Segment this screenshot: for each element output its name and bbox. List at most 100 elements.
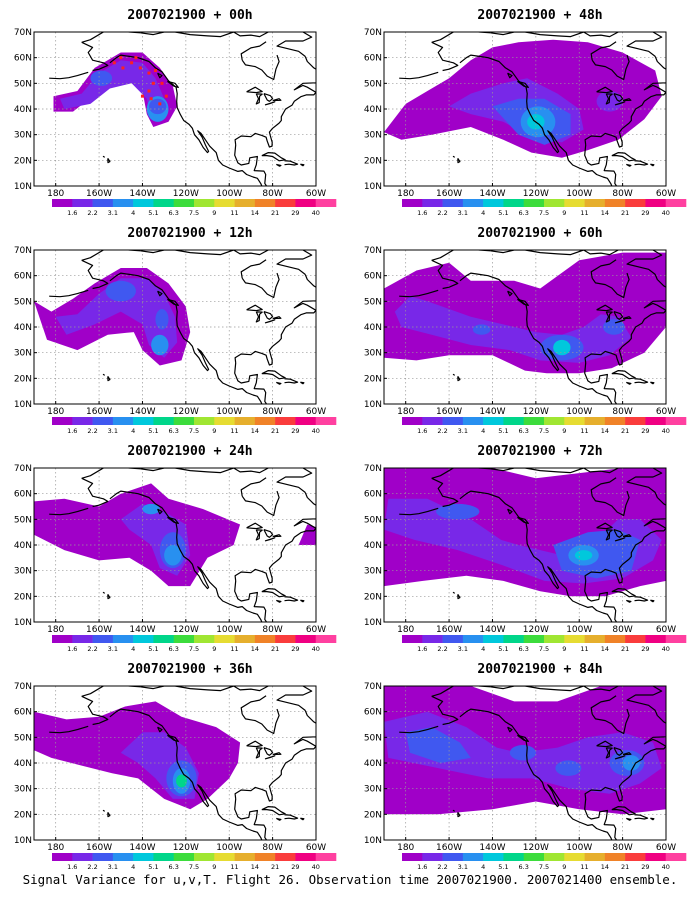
- colorbar-swatch: [462, 417, 484, 425]
- variance-contour: [176, 774, 187, 788]
- colorbar-swatch: [194, 199, 215, 207]
- lon-label: 140W: [479, 843, 505, 853]
- variance-map: 70N 60N 50N 40N 30N 20N 10N 180 160W 140W 120W 100W…: [364, 28, 676, 199]
- lat-label: 50N: [364, 515, 382, 525]
- colorbar-swatch: [625, 417, 646, 425]
- variance-contour: [142, 503, 160, 515]
- colorbar-swatch: [544, 199, 565, 207]
- panel-title: 2007021900 + 36h: [127, 662, 253, 677]
- colorbar-level: 2.2: [87, 209, 97, 217]
- colorbar-swatch: [234, 853, 256, 861]
- colorbar-swatch: [402, 417, 423, 425]
- lon-label: 140W: [479, 189, 505, 199]
- colorbar-swatch: [402, 635, 423, 643]
- colorbar-level: 6.3: [169, 645, 179, 653]
- lon-label: 120W: [173, 189, 199, 199]
- figure-caption: Signal Variance for u,v,T. Flight 26. Ob…: [22, 872, 678, 887]
- lon-label: 120W: [523, 189, 549, 199]
- lat-label: 40N: [364, 759, 382, 769]
- lat-label: 30N: [14, 131, 32, 141]
- lat-label: 40N: [14, 759, 32, 769]
- lon-label: 180: [47, 407, 64, 417]
- colorbar-swatch: [462, 635, 484, 643]
- colorbar-level: 2.2: [87, 427, 97, 435]
- colorbar-level: 21: [271, 645, 279, 653]
- coastline: [399, 32, 666, 186]
- lon-label: 100W: [566, 843, 592, 853]
- lat-label: 30N: [364, 131, 382, 141]
- colorbar-swatch: [483, 853, 504, 861]
- lat-label: 30N: [364, 349, 382, 359]
- colorbar-level: 14: [601, 645, 609, 653]
- colorbar-swatch: [422, 417, 443, 425]
- lat-label: 20N: [14, 374, 32, 384]
- colorbar-level: 40: [312, 863, 320, 871]
- colorbar-level: 2.2: [87, 645, 97, 653]
- colorbar-swatch: [72, 853, 93, 861]
- colorbar-swatch: [483, 635, 504, 643]
- lat-label: 60N: [364, 490, 382, 500]
- lat-label: 10N: [364, 618, 382, 628]
- variance-contour: [298, 524, 316, 545]
- colorbar-swatch: [604, 417, 626, 425]
- lon-label: 80W: [612, 625, 632, 635]
- colorbar-swatch: [503, 635, 525, 643]
- colorbar-level: 4: [131, 645, 135, 653]
- colorbar-level: 11: [230, 427, 238, 435]
- lon-label: 100W: [216, 843, 242, 853]
- colorbar-swatch: [112, 199, 134, 207]
- colorbar-level: 7.5: [539, 863, 549, 871]
- colorbar-swatch: [275, 199, 296, 207]
- lon-label: 100W: [566, 625, 592, 635]
- colorbar-swatch: [665, 417, 687, 425]
- lon-label: 120W: [523, 843, 549, 853]
- colorbar-level: 3.1: [458, 863, 468, 871]
- colorbar-level: 11: [230, 209, 238, 217]
- colorbar-level: 2.2: [437, 209, 447, 217]
- panel-title: 2007021900 + 48h: [477, 8, 603, 23]
- map-panel-48h: 2007021900 + 48h 70N 60N 50N 40N 30N 20N 10N 180…: [364, 8, 700, 218]
- observation-marks: [112, 56, 168, 106]
- lon-label: 80W: [612, 189, 632, 199]
- lat-label: 30N: [14, 567, 32, 577]
- colorbar-swatch: [52, 635, 73, 643]
- lat-label: 70N: [14, 28, 32, 38]
- colorbar-swatch: [214, 199, 235, 207]
- colorbar-swatch: [254, 417, 276, 425]
- lat-label: 10N: [364, 836, 382, 846]
- coastline: [49, 250, 316, 404]
- colorbar-swatch: [92, 199, 114, 207]
- variance-contour: [555, 760, 582, 776]
- variance-contour: [55, 278, 178, 358]
- colorbar-level: 6.3: [519, 209, 529, 217]
- lat-label: 40N: [14, 105, 32, 115]
- colorbar-level: 7.5: [539, 209, 549, 217]
- colorbar-level: 3.1: [108, 863, 118, 871]
- colorbar-level: 4: [481, 209, 485, 217]
- colorbar-level: 5.1: [498, 645, 508, 653]
- colorbar-swatch: [462, 853, 484, 861]
- lon-label: 80W: [612, 843, 632, 853]
- colorbar-swatch: [665, 853, 687, 861]
- colorbar-level: 29: [291, 209, 299, 217]
- lat-label: 60N: [364, 708, 382, 718]
- lon-label: 180: [397, 407, 414, 417]
- colorbar-swatch: [112, 853, 134, 861]
- colorbar-swatch: [254, 199, 276, 207]
- colorbar-swatch: [92, 417, 114, 425]
- colorbar-level: 29: [641, 645, 649, 653]
- lon-label: 160W: [86, 843, 112, 853]
- lat-label: 20N: [364, 592, 382, 602]
- colorbar-swatch: [523, 417, 545, 425]
- colorbar-level: 4: [131, 427, 135, 435]
- colorbar-swatch: [234, 199, 256, 207]
- lat-label: 50N: [14, 733, 32, 743]
- colorbar-swatch: [133, 635, 154, 643]
- colorbar-level: 1.6: [417, 427, 427, 435]
- colorbar: 1.6 2.2 3.1 4 5.1 6.3 7.5 9 11 14 21 29 40: [402, 853, 687, 871]
- colorbar-level: 29: [291, 427, 299, 435]
- colorbar-level: 40: [662, 645, 670, 653]
- colorbar-level: 6.3: [169, 209, 179, 217]
- colorbar-level: 1.6: [417, 863, 427, 871]
- colorbar-level: 5.1: [498, 863, 508, 871]
